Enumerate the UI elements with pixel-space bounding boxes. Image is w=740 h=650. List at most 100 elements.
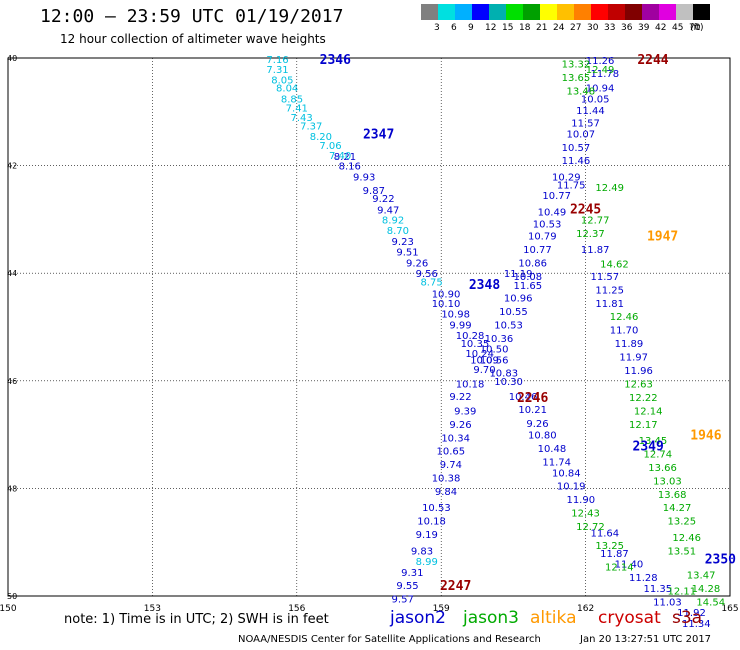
wave-height-value: 10.10: [432, 299, 461, 310]
wave-height-value: 10.38: [432, 474, 461, 485]
wave-height-value: 10.05: [581, 94, 610, 105]
wave-height-value: 10.80: [528, 431, 557, 442]
wave-height-value: 8.16: [339, 162, 361, 173]
wave-height-value: 9.93: [353, 172, 375, 183]
wave-height-value: 11.75: [557, 180, 586, 191]
wave-height-value: 11.57: [591, 272, 620, 283]
generated-time: Jan 20 13:27:51 UTC 2017: [580, 634, 712, 645]
wave-height-value: 10.18: [417, 517, 446, 528]
wave-height-value: 11.34: [682, 619, 711, 630]
wave-height-value: 12.11: [668, 587, 697, 598]
wave-height-value: 11.87: [600, 549, 629, 560]
wave-height-value: 8.04: [276, 84, 298, 95]
wave-height-value: 10.96: [504, 293, 533, 304]
wave-height-value: 10.56: [480, 355, 509, 366]
wave-height-value: 8.05: [271, 76, 293, 87]
colorbar-label: 3: [434, 23, 440, 33]
wave-height-value: 13.25: [668, 517, 697, 528]
pass-time-label: 2350: [705, 552, 736, 567]
wave-height-value: 10.98: [441, 310, 470, 321]
wave-height-value: 12.14: [605, 562, 634, 573]
wave-height-value: 9.87: [363, 186, 385, 197]
wave-height-value: 11.44: [576, 106, 605, 117]
wave-height-value: 9.19: [416, 530, 438, 541]
latitude-label: 44: [7, 269, 17, 278]
pass-time-label: 2349: [633, 439, 664, 454]
colorbar-swatch: [557, 4, 574, 20]
wave-height-value: 14.62: [600, 260, 629, 271]
wave-height-value: 13.03: [653, 476, 682, 487]
latitude-label: 48: [7, 484, 17, 493]
wave-height-value: 11.28: [629, 573, 658, 584]
wave-height-value: 10.08: [514, 272, 543, 283]
wave-height-value: 10.53: [422, 503, 451, 514]
wave-height-value: 13.25: [595, 541, 624, 552]
wave-height-value: 11.26: [586, 56, 615, 67]
wave-height-value: 9.39: [454, 406, 476, 417]
colorbar-label: 21: [536, 23, 548, 33]
colorbar-label: 12: [485, 23, 497, 33]
wave-height-value: 10.36: [485, 334, 514, 345]
colorbar-label: 18: [519, 23, 531, 33]
colorbar-label: 24: [553, 23, 565, 33]
wave-height-value: 9.57: [392, 595, 414, 606]
wave-height-value: 10.90: [432, 290, 461, 301]
wave-height-value: 10.48: [538, 444, 567, 455]
wave-height-value: 11.64: [591, 529, 620, 540]
wave-height-value: 12.49: [586, 65, 615, 76]
wave-height-value: 10.49: [538, 207, 567, 218]
colorbar-label: 9: [468, 23, 474, 33]
colorbar-swatch: [693, 4, 710, 20]
wave-height-value: 11.74: [542, 458, 571, 469]
wave-height-value: 11.81: [595, 299, 624, 310]
colorbar-label: 33: [604, 23, 616, 33]
wave-height-value: 13.47: [687, 570, 716, 581]
wave-height-value: 9.26: [449, 420, 471, 431]
legend-jason2: jason2: [390, 608, 446, 628]
wave-height-value: 11.57: [571, 119, 600, 130]
longitude-label: 159: [433, 604, 450, 614]
wave-height-value: 8.70: [387, 226, 409, 237]
wave-height-value: 9.99: [449, 320, 471, 331]
colorbar-label: 6: [451, 23, 457, 33]
latitude-label: 46: [7, 377, 17, 386]
wave-height-value: 11.40: [615, 560, 644, 571]
wave-height-value: 11.90: [566, 495, 595, 506]
wave-height-value: 12.22: [629, 393, 658, 404]
wave-height-value: 10.21: [518, 405, 547, 416]
wave-height-value: 11.96: [624, 366, 653, 377]
pass-time-label: 2346: [320, 53, 351, 68]
longitude-label: 162: [577, 604, 594, 614]
pass-time-label: 2347: [363, 127, 394, 142]
wave-height-value: 8.85: [281, 94, 303, 105]
wave-height-value: 9.26: [406, 258, 428, 269]
wave-height-value: 14.54: [696, 597, 725, 608]
wave-height-value: 10.65: [437, 447, 466, 458]
wave-height-value: 12.77: [581, 215, 610, 226]
wave-height-value: 10.94: [586, 84, 615, 95]
longitude-label: 156: [288, 604, 305, 614]
wave-height-value: 10.50: [480, 345, 509, 356]
note-text: note: 1) Time is in UTC; 2) SWH is in fe…: [64, 612, 329, 627]
colorbar-swatch: [523, 4, 540, 20]
wave-height-value: 12.74: [643, 449, 672, 460]
wave-height-value: 11.97: [619, 353, 648, 364]
colorbar-swatch: [472, 4, 489, 20]
wave-height-value: 12.46: [672, 533, 701, 544]
wave-height-value: 13.51: [668, 546, 697, 557]
colorbar-label: 70: [689, 23, 701, 33]
wave-height-value: 12.72: [576, 522, 605, 533]
wave-height-value: 10.53: [533, 220, 562, 231]
wave-height-value: 11.65: [514, 281, 543, 292]
wave-height-value: 10.19: [557, 482, 586, 493]
wave-height-value: 11.35: [643, 584, 672, 595]
wave-height-value: 9.31: [401, 568, 423, 579]
wave-height-value: 10.24: [465, 349, 494, 360]
wave-height-value: 9.26: [526, 419, 548, 430]
wave-height-value: 9.55: [396, 581, 418, 592]
wave-height-value: 12.43: [571, 509, 600, 520]
longitude-label: 150: [0, 604, 17, 614]
wave-height-value: 9.83: [411, 546, 433, 557]
wave-height-value: 13.32: [562, 59, 591, 70]
